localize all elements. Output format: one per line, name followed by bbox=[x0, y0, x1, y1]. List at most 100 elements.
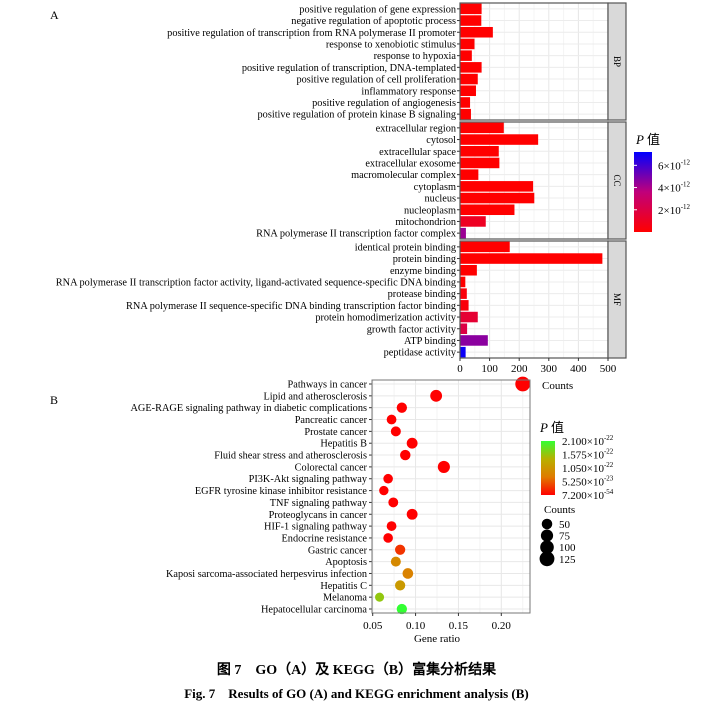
category-label: protein binding bbox=[393, 254, 456, 265]
legend-tick-label: 1.050×10-22 bbox=[562, 461, 614, 475]
category-label: Colorectal cancer bbox=[295, 462, 368, 473]
facet-strip bbox=[607, 240, 627, 359]
category-label: response to hypoxia bbox=[374, 51, 457, 62]
facet-strip bbox=[607, 2, 627, 121]
legend-title: P 值 bbox=[539, 420, 564, 435]
bar bbox=[460, 145, 499, 157]
bar bbox=[460, 311, 478, 323]
category-label: EGFR tyrosine kinase inhibitor resistanc… bbox=[195, 486, 368, 497]
category-label: Hepatitis B bbox=[320, 439, 367, 450]
legend-title: P 值 bbox=[635, 132, 660, 147]
bar bbox=[460, 288, 467, 299]
legend-tick-label: 1.575×10-22 bbox=[562, 448, 614, 462]
bar bbox=[460, 253, 603, 264]
dot bbox=[402, 568, 414, 579]
category-label: response to xenobiotic stimulus bbox=[326, 39, 456, 50]
dot bbox=[395, 544, 406, 555]
category-label: identical protein binding bbox=[355, 242, 456, 253]
bar bbox=[460, 300, 469, 311]
category-label: PI3K-Akt signaling pathway bbox=[249, 474, 368, 485]
category-label: Prostate cancer bbox=[304, 427, 367, 438]
category-label: Lipid and atherosclerosis bbox=[263, 391, 367, 402]
category-label: HIF-1 signaling pathway bbox=[264, 522, 368, 533]
panel-a-x-axis-title: Counts bbox=[542, 380, 573, 392]
legend-colorbar bbox=[541, 441, 555, 495]
dot bbox=[386, 414, 397, 425]
dot bbox=[406, 508, 418, 520]
size-legend-dot bbox=[540, 540, 554, 554]
facet-label: CC bbox=[612, 174, 622, 186]
legend-tick-label: 7.200×10-54 bbox=[562, 488, 614, 502]
category-label: positive regulation of cell proliferatio… bbox=[296, 75, 456, 86]
category-label: Proteoglycans in cancer bbox=[269, 510, 368, 521]
bar bbox=[460, 62, 482, 73]
facet-strip bbox=[607, 121, 627, 240]
legend-colorbar bbox=[634, 152, 652, 232]
plot-area bbox=[372, 380, 530, 613]
category-label: Pancreatic cancer bbox=[295, 415, 368, 426]
caption-en: Fig. 7 Results of GO (A) and KEGG enrich… bbox=[184, 686, 529, 701]
size-legend-dot bbox=[539, 551, 555, 567]
bar bbox=[460, 73, 478, 85]
dot bbox=[386, 521, 397, 531]
dot bbox=[383, 533, 393, 543]
bar bbox=[460, 276, 466, 288]
size-legend-title: Counts bbox=[544, 504, 575, 516]
x-tick-label: 400 bbox=[570, 363, 587, 375]
x-tick-label: 0.15 bbox=[449, 620, 469, 632]
bar bbox=[460, 216, 486, 227]
size-legend-label: 125 bbox=[559, 554, 576, 566]
category-label: extracellular space bbox=[379, 147, 456, 158]
bar bbox=[460, 122, 504, 134]
category-label: Apoptosis bbox=[325, 557, 367, 568]
category-label: ATP binding bbox=[404, 336, 456, 347]
legend-tick-label: 2×10-12 bbox=[658, 203, 691, 217]
size-legend-dot bbox=[541, 518, 553, 530]
size-legend-label: 75 bbox=[559, 531, 571, 543]
size-legend-dot bbox=[540, 529, 554, 542]
category-label: protease binding bbox=[388, 289, 456, 300]
bar bbox=[460, 241, 510, 253]
category-label: positive regulation of transcription, DN… bbox=[242, 63, 457, 74]
category-label: protein homodimerization activity bbox=[315, 313, 457, 324]
bar bbox=[460, 192, 535, 204]
dot bbox=[383, 473, 393, 484]
x-tick-label: 500 bbox=[600, 363, 617, 375]
panel-label-b: B bbox=[50, 393, 58, 407]
caption-zh: 图 7 GO（A）及 KEGG（B）富集分析结果 bbox=[216, 663, 497, 678]
category-label: macromolecular complex bbox=[351, 170, 457, 181]
x-tick-label: 300 bbox=[541, 363, 558, 375]
bar bbox=[460, 204, 515, 216]
legend-tick-label: 2.100×10-22 bbox=[562, 434, 614, 448]
bar bbox=[460, 26, 493, 38]
x-tick-label: 0.10 bbox=[406, 620, 426, 632]
category-label: growth factor activity bbox=[367, 324, 457, 335]
category-label: inflammatory response bbox=[361, 86, 456, 97]
legend-tick-label: 6×10-12 bbox=[658, 158, 691, 172]
facet-label: BP bbox=[612, 56, 622, 67]
category-label: Gastric cancer bbox=[308, 545, 368, 556]
panel-label-a: A bbox=[50, 8, 59, 22]
x-tick-label: 0.20 bbox=[492, 620, 512, 632]
dot bbox=[437, 460, 450, 473]
bar bbox=[460, 346, 466, 358]
bar bbox=[460, 3, 482, 15]
plot-border bbox=[371, 379, 531, 614]
category-label: Endocrine resistance bbox=[282, 533, 368, 544]
dot bbox=[390, 556, 401, 567]
category-label: Fluid shear stress and atherosclerosis bbox=[214, 451, 367, 462]
dot bbox=[388, 497, 399, 508]
category-label: Hepatocellular carcinoma bbox=[261, 605, 367, 616]
dot bbox=[515, 376, 531, 392]
bar bbox=[460, 157, 500, 169]
category-label: Hepatitis C bbox=[320, 581, 367, 592]
x-tick-label: 0 bbox=[457, 363, 463, 375]
x-tick-label: 0.05 bbox=[363, 620, 383, 632]
legend-tick-label: 4×10-12 bbox=[658, 181, 691, 195]
category-label: extracellular exosome bbox=[365, 158, 456, 169]
bar bbox=[460, 97, 471, 108]
category-label: mitochondrion bbox=[395, 217, 456, 228]
category-label: cytosol bbox=[426, 135, 456, 146]
